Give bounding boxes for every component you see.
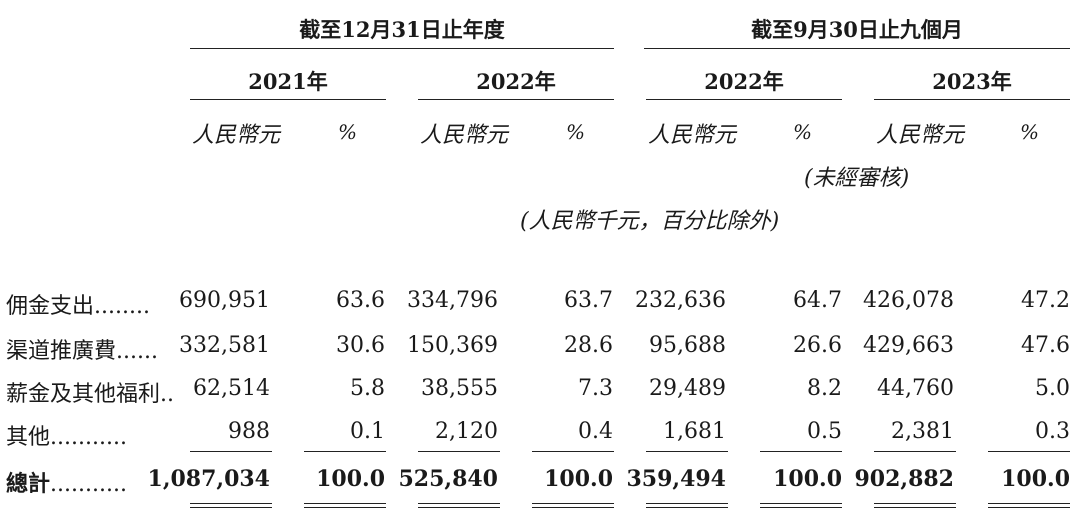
group-header-year-ended: 截至12月31日止年度	[299, 17, 505, 42]
percent-header-2: %	[566, 120, 586, 144]
cell-2023-percent: 47.6	[1021, 333, 1070, 358]
total-2023-amount: 902,882	[854, 466, 954, 492]
row-label: 薪金及其他福利	[6, 382, 161, 407]
cell-2021-percent: 63.6	[336, 288, 385, 313]
total-2022-nine-amount: 359,494	[626, 466, 726, 492]
row-leader: ...........	[50, 425, 127, 450]
currency-header-1: 人民幣元	[192, 123, 281, 148]
cell-2022-amount: 38,555	[421, 376, 498, 401]
cell-2022-nine-percent: 8.2	[807, 376, 842, 401]
subtotal-rule	[304, 451, 386, 452]
cell-2021-amount: 988	[228, 419, 270, 444]
total-2022-nine-percent: 100.0	[773, 466, 842, 492]
total-2021-percent: 100.0	[316, 466, 385, 492]
subtotal-rule	[532, 451, 614, 452]
year-rule-2022-nine	[646, 99, 842, 100]
percent-header-3: %	[793, 120, 813, 144]
row-leader: ......	[116, 339, 158, 364]
subtotal-rule	[988, 451, 1070, 452]
subtotal-rule	[418, 451, 500, 452]
cell-2022-amount: 2,120	[435, 419, 498, 444]
cell-2022-percent: 7.3	[578, 376, 613, 401]
subtotal-rule	[646, 451, 728, 452]
unaudited-note: (未經審核)	[804, 166, 910, 191]
cell-2022-amount: 334,796	[407, 288, 498, 313]
cell-2022-nine-percent: 64.7	[793, 288, 842, 313]
row-leader: ...........	[50, 472, 127, 497]
cell-2021-amount: 690,951	[179, 288, 270, 313]
total-2022-amount: 525,840	[398, 466, 498, 492]
cell-2021-amount: 332,581	[179, 333, 270, 358]
subtotal-rule	[760, 451, 842, 452]
cell-2023-amount: 2,381	[891, 419, 954, 444]
cell-2022-nine-amount: 95,688	[649, 333, 726, 358]
unit-note: (人民幣千元，百分比除外)	[520, 209, 780, 234]
currency-header-2: 人民幣元	[420, 123, 509, 148]
percent-header-1: %	[338, 120, 358, 144]
year-rule-2021	[190, 99, 386, 100]
cell-2022-percent: 28.6	[564, 333, 613, 358]
year-header-2021: 2021年	[248, 69, 328, 94]
cell-2021-percent: 5.8	[350, 376, 385, 401]
subtotal-rule	[190, 451, 272, 452]
year-rule-2022-full	[418, 99, 614, 100]
subtotal-rule	[874, 451, 956, 452]
cell-2022-percent: 0.4	[578, 419, 613, 444]
cell-2023-percent: 0.3	[1035, 419, 1070, 444]
row-leader: ........	[94, 294, 150, 319]
cell-2021-percent: 30.6	[336, 333, 385, 358]
total-2022-percent: 100.0	[544, 466, 613, 492]
currency-header-3: 人民幣元	[648, 123, 737, 148]
row-leader: ..	[160, 382, 175, 407]
cell-2023-amount: 426,078	[863, 288, 954, 313]
group-rule-nine-months	[644, 48, 1070, 49]
cell-2023-amount: 44,760	[877, 376, 954, 401]
year-header-2022-nine: 2022年	[704, 69, 784, 94]
cell-2022-amount: 150,369	[407, 333, 498, 358]
total-label: 總計	[6, 471, 51, 497]
total-2021-amount: 1,087,034	[147, 466, 270, 492]
group-rule-year-ended	[190, 48, 614, 49]
total-2023-percent: 100.0	[1001, 466, 1070, 492]
cell-2023-percent: 5.0	[1035, 376, 1070, 401]
percent-header-4: %	[1020, 120, 1040, 144]
cell-2021-amount: 62,514	[193, 376, 270, 401]
cell-2023-amount: 429,663	[863, 333, 954, 358]
cell-2022-nine-amount: 1,681	[663, 419, 726, 444]
row-label: 佣金支出	[6, 294, 95, 319]
cell-2023-percent: 47.2	[1021, 288, 1070, 313]
cell-2022-nine-percent: 26.6	[793, 333, 842, 358]
row-label: 渠道推廣費	[6, 339, 117, 364]
cell-2022-percent: 63.7	[564, 288, 613, 313]
year-header-2022-full: 2022年	[476, 69, 556, 94]
year-rule-2023	[874, 99, 1070, 100]
cell-2022-nine-percent: 0.5	[807, 419, 842, 444]
cell-2022-nine-amount: 29,489	[649, 376, 726, 401]
row-label: 其他	[6, 425, 51, 450]
group-header-nine-months: 截至9月30日止九個月	[751, 17, 963, 42]
cell-2021-percent: 0.1	[350, 419, 385, 444]
currency-header-4: 人民幣元	[876, 123, 965, 148]
cell-2022-nine-amount: 232,636	[635, 288, 726, 313]
year-header-2023: 2023年	[932, 69, 1012, 94]
